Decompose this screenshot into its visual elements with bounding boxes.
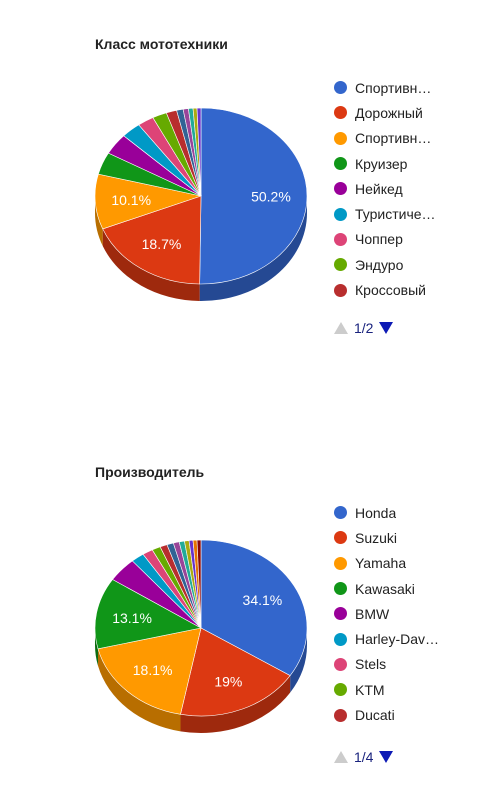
legend-label: Круизер [355,155,408,172]
legend-swatch [334,258,347,272]
pie-slice[interactable] [102,195,202,285]
legend-label: Дорожный [355,104,423,121]
legend-label: Туристиче… [355,206,436,223]
pie-slice[interactable] [196,539,202,629]
legend-item[interactable]: Чоппер [334,227,494,252]
slice-data-label: 19% [214,673,242,689]
legend-swatch [334,607,347,621]
legend-item[interactable]: Stels [334,652,494,677]
legend-swatch [334,131,347,145]
legend-swatch [334,106,347,120]
legend-label: Эндуро [355,256,404,273]
legend-swatch [334,708,347,722]
chart-title: Класс мототехники [95,36,228,52]
legend-label: Kawasaki [355,580,415,597]
next-page-icon[interactable] [379,321,394,335]
page-indicator: 1/4 [354,749,374,765]
legend-label: Yamaha [355,555,407,572]
legend-swatch [334,157,347,171]
legend-item[interactable]: Ducati [334,702,494,727]
pie-slice[interactable] [200,539,308,677]
legend-item[interactable]: Kawasaki [334,576,494,601]
chart-panel-manufacturer: 34.1% 19% 18.1% 13.1% Производитель Honda S… [0,400,495,800]
legend-item[interactable]: Дорожный [334,100,494,125]
slice-data-label: 18.7% [142,236,182,252]
legend-label: Suzuki [355,529,398,546]
legend-label: Ducati [355,707,395,724]
pie-slice-side [102,228,200,301]
legend-swatch [334,81,347,95]
legend-swatch [334,207,347,221]
pie-slice[interactable] [94,579,202,650]
legend-swatch [334,632,347,646]
legend-swatch [334,683,347,697]
legend-swatch [334,506,347,520]
pie-chart-manufacturer: 34.1% 19% 18.1% 13.1% [94,539,308,733]
legend-label: BMW [355,605,390,622]
legend-item[interactable]: Спортивн… [334,75,494,100]
legend-swatch [334,283,347,297]
legend-item[interactable]: Спортивн… [334,126,494,151]
slice-data-label: 13.1% [112,610,152,626]
legend-swatch [334,182,347,196]
prev-page-icon[interactable] [334,321,348,335]
pie-slice-side [98,648,181,732]
legend-swatch [334,556,347,570]
pie-slice[interactable] [199,107,308,285]
pie-slice-side [95,196,103,246]
legend-item[interactable]: Honda [334,500,494,525]
legend-item[interactable]: Нейкед [334,176,494,201]
slice-data-label: 34.1% [243,592,283,608]
legend-item[interactable]: Эндуро [334,252,494,277]
next-page-icon[interactable] [379,750,394,764]
chart-panel-class: 50.2% 18.7% 10.1% Класс мототехники Спорти… [94,36,494,336]
chart-title: Производитель [95,464,205,480]
pie-slice-side [180,675,291,733]
legend-label: Harley-Dav… [355,631,440,648]
pie-slice[interactable] [196,107,202,197]
legend-item[interactable]: KTM [334,677,494,702]
legend-swatch [334,232,347,246]
slice-data-label: 10.1% [111,192,151,208]
pie-slice-side [290,628,307,693]
legend: Honda Suzuki Yamaha Kawasaki BMW Harley-… [334,500,494,728]
pie-chart-class: 50.2% 18.7% 10.1% [94,107,308,301]
legend-item[interactable]: BMW [334,601,494,626]
legend-pager: 1/4 [334,749,394,765]
pie-slice[interactable] [180,627,291,717]
pie-slice[interactable] [97,627,202,715]
legend-label: Чоппер [355,231,403,248]
legend-label: KTM [355,681,385,698]
legend-item[interactable]: Suzuki [334,525,494,550]
legend-item[interactable]: Туристиче… [334,201,494,226]
slice-data-label: 18.1% [133,662,173,678]
legend-label: Нейкед [355,180,403,197]
page-indicator: 1/2 [354,320,374,336]
prev-page-icon[interactable] [334,750,348,764]
legend-item[interactable]: Yamaha [334,551,494,576]
legend-swatch [334,582,347,596]
legend-label: Спортивн… [355,79,432,96]
legend-item[interactable]: Круизер [334,151,494,176]
legend-label: Кроссовый [355,282,426,299]
legend-label: Honda [355,504,397,521]
legend-label: Спортивн… [355,130,432,147]
slice-data-label: 50.2% [251,188,291,204]
legend-item[interactable]: Кроссовый [334,277,494,302]
legend: Спортивн… Дорожный Спортивн… Круизер Ней… [334,75,494,303]
legend-item[interactable]: Harley-Dav… [334,626,494,651]
pie-slice-side [95,628,99,666]
legend-swatch [334,657,347,671]
legend-swatch [334,531,347,545]
legend-pager: 1/2 [334,320,394,336]
pie-slice-side [199,196,307,301]
legend-label: Stels [355,656,387,673]
